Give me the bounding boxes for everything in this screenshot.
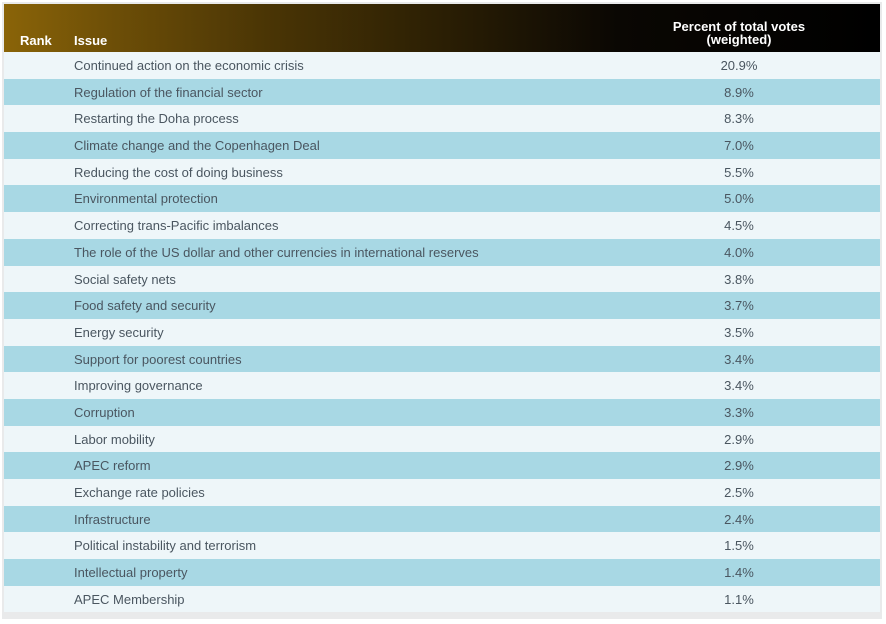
percent-cell: 8.9% — [724, 84, 754, 100]
header-percent: Percent of total votes (weighted) — [649, 20, 829, 46]
percent-cell: 1.5% — [724, 538, 754, 554]
issue-cell: Labor mobility — [74, 431, 155, 447]
issue-cell: Reducing the cost of doing business — [74, 164, 283, 180]
header-percent-line1: Percent of total votes — [672, 19, 806, 34]
table-row: Correcting trans-Pacific imbalances 4.5% — [4, 212, 880, 239]
issue-cell: Improving governance — [74, 378, 203, 394]
table-row: Improving governance 3.4% — [4, 372, 880, 399]
table-row: Climate change and the Copenhagen Deal 7.… — [4, 132, 880, 159]
issue-cell: Political instability and terrorism — [74, 538, 257, 554]
issue-cell: APEC reform — [74, 458, 151, 474]
table-body: Continued action on the economic crisis 2… — [4, 52, 880, 613]
table-row: Corruption 3.3% — [4, 398, 880, 426]
table-row: Political instability and terrorism 1.5% — [4, 532, 880, 560]
ranking-table: Rank Issue Percent of total votes (weigh… — [4, 4, 880, 613]
table-row: Infrastructure 2.4% — [4, 505, 880, 533]
percent-cell: 4.0% — [724, 244, 754, 260]
table-row: Energy security 3.5% — [4, 318, 880, 346]
issue-cell: Exchange rate policies — [74, 485, 205, 500]
percent-cell: 2.5% — [724, 485, 754, 500]
percent-cell: 3.8% — [724, 271, 754, 287]
table-row: Restarting the Doha process 8.3% — [4, 105, 880, 133]
table-row: Regulation of the financial sector 8.9% — [4, 78, 880, 106]
percent-cell: 8.3% — [724, 111, 754, 127]
table-row: Exchange rate policies 2.5% — [4, 479, 880, 506]
percent-cell: 1.1% — [724, 591, 754, 607]
table-row: Social safety nets 3.8% — [4, 265, 880, 293]
header-percent-line2: (weighted) — [706, 32, 772, 47]
table-row: Continued action on the economic crisis 2… — [4, 52, 880, 79]
issue-cell: Restarting the Doha process — [74, 111, 239, 127]
percent-cell: 2.4% — [724, 511, 754, 527]
table-row: APEC reform 2.9% — [4, 452, 880, 479]
issue-cell: Food safety and security — [74, 298, 216, 314]
percent-cell: 1.4% — [724, 565, 754, 581]
percent-cell: 3.7% — [724, 298, 754, 314]
issue-cell: Infrastructure — [74, 511, 151, 527]
percent-cell: 3.4% — [724, 351, 754, 367]
percent-cell: 4.5% — [724, 218, 754, 234]
table-row: The role of the US dollar and other curr… — [4, 238, 880, 266]
percent-cell: 5.0% — [724, 191, 754, 207]
issue-cell: Continued action on the economic crisis — [74, 58, 304, 73]
percent-cell: 2.9% — [724, 431, 754, 447]
issue-cell: Social safety nets — [74, 271, 176, 287]
header-issue: Issue — [74, 33, 108, 48]
issue-cell: Intellectual property — [74, 565, 188, 581]
table-row: Labor mobility 2.9% — [4, 425, 880, 453]
issue-cell: Regulation of the financial sector — [74, 84, 263, 100]
issue-cell: APEC Membership — [74, 591, 185, 607]
header-rank: Rank — [20, 33, 52, 48]
percent-cell: 5.5% — [724, 164, 754, 180]
percent-cell: 3.5% — [724, 324, 754, 340]
issue-cell: Corruption — [74, 404, 135, 420]
table-row: Support for poorest countries 3.4% — [4, 345, 880, 373]
issue-cell: The role of the US dollar and other curr… — [74, 244, 479, 260]
table-row: Reducing the cost of doing business 5.5% — [4, 158, 880, 186]
percent-cell: 20.9% — [720, 58, 758, 73]
percent-cell: 2.9% — [724, 458, 754, 474]
table-row: Environmental protection 5.0% — [4, 185, 880, 213]
issue-cell: Environmental protection — [74, 191, 218, 207]
table-header: Rank Issue Percent of total votes (weigh… — [4, 4, 880, 52]
table-row: Food safety and security 3.7% — [4, 292, 880, 319]
issue-cell: Climate change and the Copenhagen Deal — [74, 138, 320, 154]
table-row: APEC Membership 1.1% — [4, 585, 880, 613]
issue-cell: Energy security — [74, 324, 164, 340]
table-row: Intellectual property 1.4% — [4, 559, 880, 586]
issue-cell: Correcting trans-Pacific imbalances — [74, 218, 279, 234]
percent-cell: 7.0% — [724, 138, 754, 154]
percent-cell: 3.3% — [724, 404, 754, 420]
issue-cell: Support for poorest countries — [74, 351, 242, 367]
percent-cell: 3.4% — [724, 378, 754, 394]
